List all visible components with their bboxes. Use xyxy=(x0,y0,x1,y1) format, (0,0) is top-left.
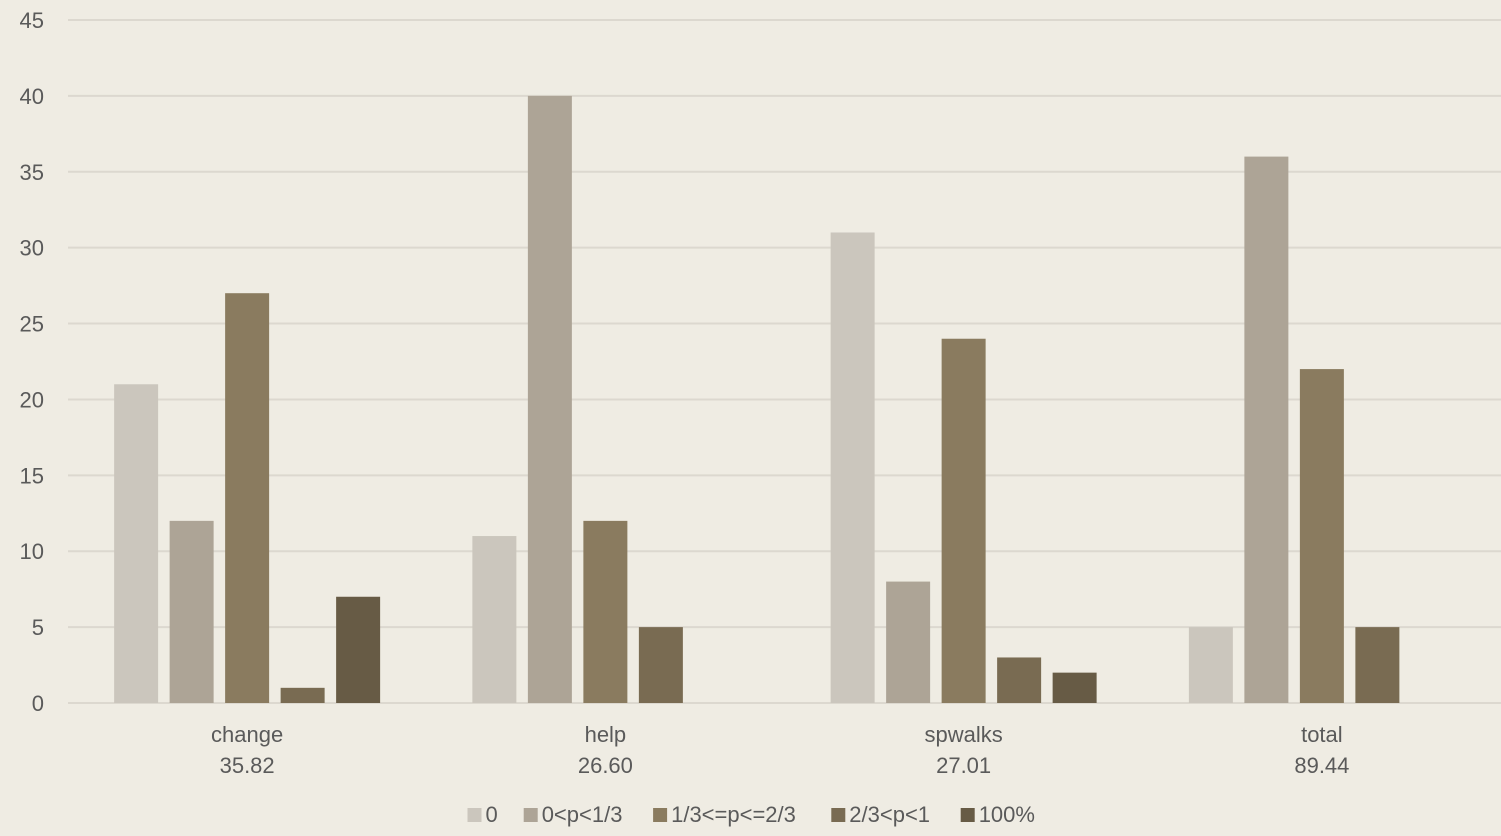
legend-label: 0<p<1/3 xyxy=(542,802,623,827)
bar-spwalks-3 xyxy=(997,657,1042,703)
y-tick-label: 35 xyxy=(20,160,44,185)
bar-change-1 xyxy=(169,520,214,703)
x-category-label: total xyxy=(1301,722,1343,747)
y-tick-label: 5 xyxy=(32,615,44,640)
gridlines xyxy=(68,19,1501,704)
legend-swatch xyxy=(960,808,975,822)
bar-help-3 xyxy=(638,627,683,703)
legend-label: 100% xyxy=(979,802,1035,827)
bar-spwalks-4 xyxy=(1052,672,1097,703)
legend-swatch xyxy=(653,808,668,822)
legend-label: 1/3<=p<=2/3 xyxy=(671,802,796,827)
bar-total-2 xyxy=(1299,369,1344,703)
x-category-label: spwalks xyxy=(925,722,1003,747)
bar-help-1 xyxy=(527,95,572,703)
bar-total-0 xyxy=(1188,627,1233,703)
bars xyxy=(114,95,1400,704)
bar-change-3 xyxy=(280,687,325,703)
bar-total-3 xyxy=(1355,627,1400,703)
bar-spwalks-1 xyxy=(886,581,931,703)
legend-swatch xyxy=(523,808,538,822)
legend-swatch xyxy=(467,808,482,822)
y-tick-label: 40 xyxy=(20,84,44,109)
x-category-sublabel: 27.01 xyxy=(936,753,991,778)
bar-spwalks-2 xyxy=(941,338,986,703)
y-tick-label: 30 xyxy=(20,236,44,261)
legend: 0 0<p<1/3 1/3<=p<=2/3 2/3<p<1 100% xyxy=(467,802,1035,827)
bar-change-0 xyxy=(114,384,159,703)
y-tick-label: 45 xyxy=(20,8,44,33)
bar-change-4 xyxy=(336,596,381,703)
x-category-label: help xyxy=(585,722,627,747)
y-tick-label: 15 xyxy=(20,463,44,488)
x-axis: change 35.82 help 26.60 spwalks 27.01 total 89.… xyxy=(211,722,1349,778)
x-category-label: change xyxy=(211,722,283,747)
y-axis: 0 5 10 15 20 25 30 35 40 45 xyxy=(20,8,44,716)
y-tick-label: 25 xyxy=(20,312,44,337)
x-category-sublabel: 26.60 xyxy=(578,753,633,778)
bar-help-0 xyxy=(472,536,517,703)
bar-change-2 xyxy=(225,293,270,703)
bar-spwalks-0 xyxy=(830,232,875,703)
x-category-sublabel: 89.44 xyxy=(1294,753,1349,778)
legend-swatch xyxy=(831,808,846,822)
y-tick-label: 20 xyxy=(20,387,44,412)
legend-label: 2/3<p<1 xyxy=(849,802,930,827)
bar-total-1 xyxy=(1244,156,1289,704)
x-category-sublabel: 35.82 xyxy=(220,753,275,778)
y-tick-label: 10 xyxy=(20,539,44,564)
y-tick-label: 0 xyxy=(32,691,44,716)
legend-label: 0 xyxy=(486,802,498,827)
bar-help-2 xyxy=(583,520,628,703)
